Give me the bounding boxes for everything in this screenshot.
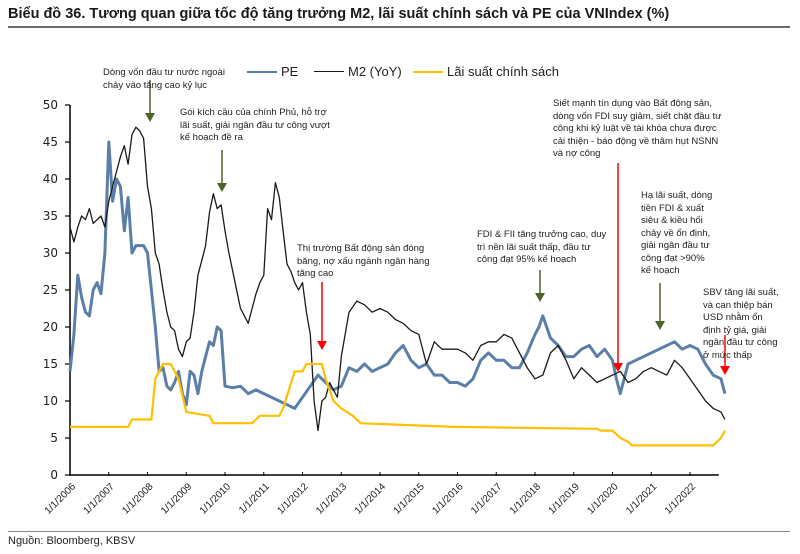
legend-item-m2: M2 (YoY) [314,64,402,79]
legend-label-m2: M2 (YoY) [348,64,402,79]
title-divider [8,26,790,28]
x-tick-label: 1/1/2018 [508,481,544,517]
annotation-line: cải thiện - báo động về thâm hụt NSNN [553,135,719,147]
annotation-arrow-head [655,321,665,330]
annotation-line: tăng cao [297,268,334,279]
x-tick-label: 1/1/2012 [275,481,311,517]
annotation-arrow-head [535,293,545,302]
series-pe-line [68,140,727,410]
annotation-line: công đạt 95% kế hoạch [477,254,577,265]
y-tick-label: 20 [43,320,58,334]
annotation-line: công khi kỷ luật về tài khóa chưa được [553,123,717,134]
annotation-arrow-head [317,341,327,350]
y-tick-label: 10 [43,394,58,408]
y-tick-label: 30 [43,246,58,260]
x-tick-label: 1/1/2016 [430,481,466,517]
annotation-line: dòng vốn FDI suy giảm, siết chặt đầu tư [553,110,722,122]
annotation-arrows [145,80,730,375]
x-tick-label: 1/1/2011 [237,481,272,516]
annotation-line: Thị trường Bất động sản đóng [297,243,425,254]
annotation-arrow-head [613,363,623,372]
legend-swatch-m2 [314,70,344,73]
annotation-line: kế hoạch đề ra [180,132,243,143]
annotation-line: kế hoạch [641,265,680,276]
annotation-line: và can thiệp bán [703,299,773,311]
annotation-line: công đạt >90% [641,252,705,264]
x-tick-label: 1/1/2014 [353,481,389,517]
annotation-arrow-head [145,113,155,122]
annotation-line: định tỷ giá, giải [703,324,767,336]
annotation-line: chảy về ổn định, [641,227,711,239]
x-tick-label: 1/1/2015 [392,481,428,517]
annotation-line: lãi suất, giải ngân đầu tư công vượt [180,119,330,131]
annotation-line: và nợ công [553,148,601,159]
annotation-arrow-head [720,366,730,375]
series-policy-rate-line [70,362,726,447]
legend-label-rate: Lãi suất chính sách [447,64,560,79]
y-tick-label: 5 [50,431,58,445]
annotation-line: giải ngân đầu tư [641,240,710,251]
x-tick-label: 1/1/2010 [198,481,234,517]
y-tick-label: 35 [43,209,58,223]
y-tick-label: 45 [43,135,58,149]
source-note: Nguồn: Bloomberg, KBSV [8,535,136,547]
annotation-rate-cut: Hạ lãi suất, dòng tiền FDI & xuất siêu &… [641,190,712,278]
legend-item-rate: Lãi suất chính sách [413,64,559,79]
annotation-line: băng, nợ xấu ngành ngân hàng [297,255,430,267]
annotation-line: Gói kích cầu của chính Phủ, hỗ trợ [180,107,327,118]
annotation-credit-tightening: Siết mạnh tín dụng vào Bất động sản, dòn… [553,98,721,161]
annotation-foreign-capital: Dòng vốn đầu tư nước ngoài chảy vào tăng… [103,67,225,92]
y-tick-label: 15 [43,357,58,371]
annotation-line: USD nhằm ổn [703,312,763,323]
annotation-arrow-head [217,183,227,192]
annotation-line: tiền FDI & xuất [641,202,704,214]
y-tick-label: 25 [43,283,58,297]
legend-swatch-pe [247,70,277,73]
x-tick-label: 1/1/2013 [314,481,350,517]
source-divider [8,531,790,532]
annotation-line: Dòng vốn đầu tư nước ngoài [103,67,225,78]
legend-label-pe: PE [281,64,299,79]
x-tick-label: 1/1/2009 [159,481,195,517]
annotation-fdi-fii: FDI & FII tăng trưởng cao, duy trì nền l… [477,229,606,267]
x-tick-label: 1/1/2007 [82,481,118,517]
x-tick-label: 1/1/2008 [120,481,156,517]
x-tick-label: 1/1/2019 [547,481,583,517]
x-tick-label: 1/1/2017 [469,481,505,517]
series-group [68,126,727,447]
annotation-line: siêu & kiều hối [641,215,703,226]
annotation-line: ngân đầu tư công [703,337,778,348]
annotation-line: trì nền lãi suất thấp, đầu tư [477,241,591,253]
annotation-real-estate: Thị trường Bất động sản đóng băng, nợ xấ… [297,243,430,281]
annotation-sbv: SBV tăng lãi suất, và can thiệp bán USD … [703,287,779,362]
x-tick-label: 1/1/2006 [43,481,79,517]
x-tick-label: 1/1/2020 [585,481,621,517]
chart-title: Biểu đồ 36. Tương quan giữa tốc độ tăng … [8,6,670,22]
annotation-line: Hạ lãi suất, dòng [641,190,713,201]
y-tick-label: 0 [50,468,58,482]
x-tick-label: 1/1/2022 [663,481,699,517]
y-tick-label: 40 [43,172,58,186]
annotation-line: chảy vào tăng cao kỷ lục [103,79,208,91]
annotation-line: ở mức thấp [703,349,753,361]
legend-swatch-rate [413,70,443,73]
annotation-stimulus: Gói kích cầu của chính Phủ, hỗ trợ lãi s… [180,107,330,145]
annotation-line: SBV tăng lãi suất, [703,287,779,298]
x-tick-label: 1/1/2021 [624,481,660,517]
annotation-line: FDI & FII tăng trưởng cao, duy [477,229,607,240]
y-tick-label: 50 [43,98,58,112]
series-m2-line [69,126,726,432]
legend-item-pe: PE [247,64,298,79]
annotation-line: Siết mạnh tín dụng vào Bất động sản, [553,98,712,109]
